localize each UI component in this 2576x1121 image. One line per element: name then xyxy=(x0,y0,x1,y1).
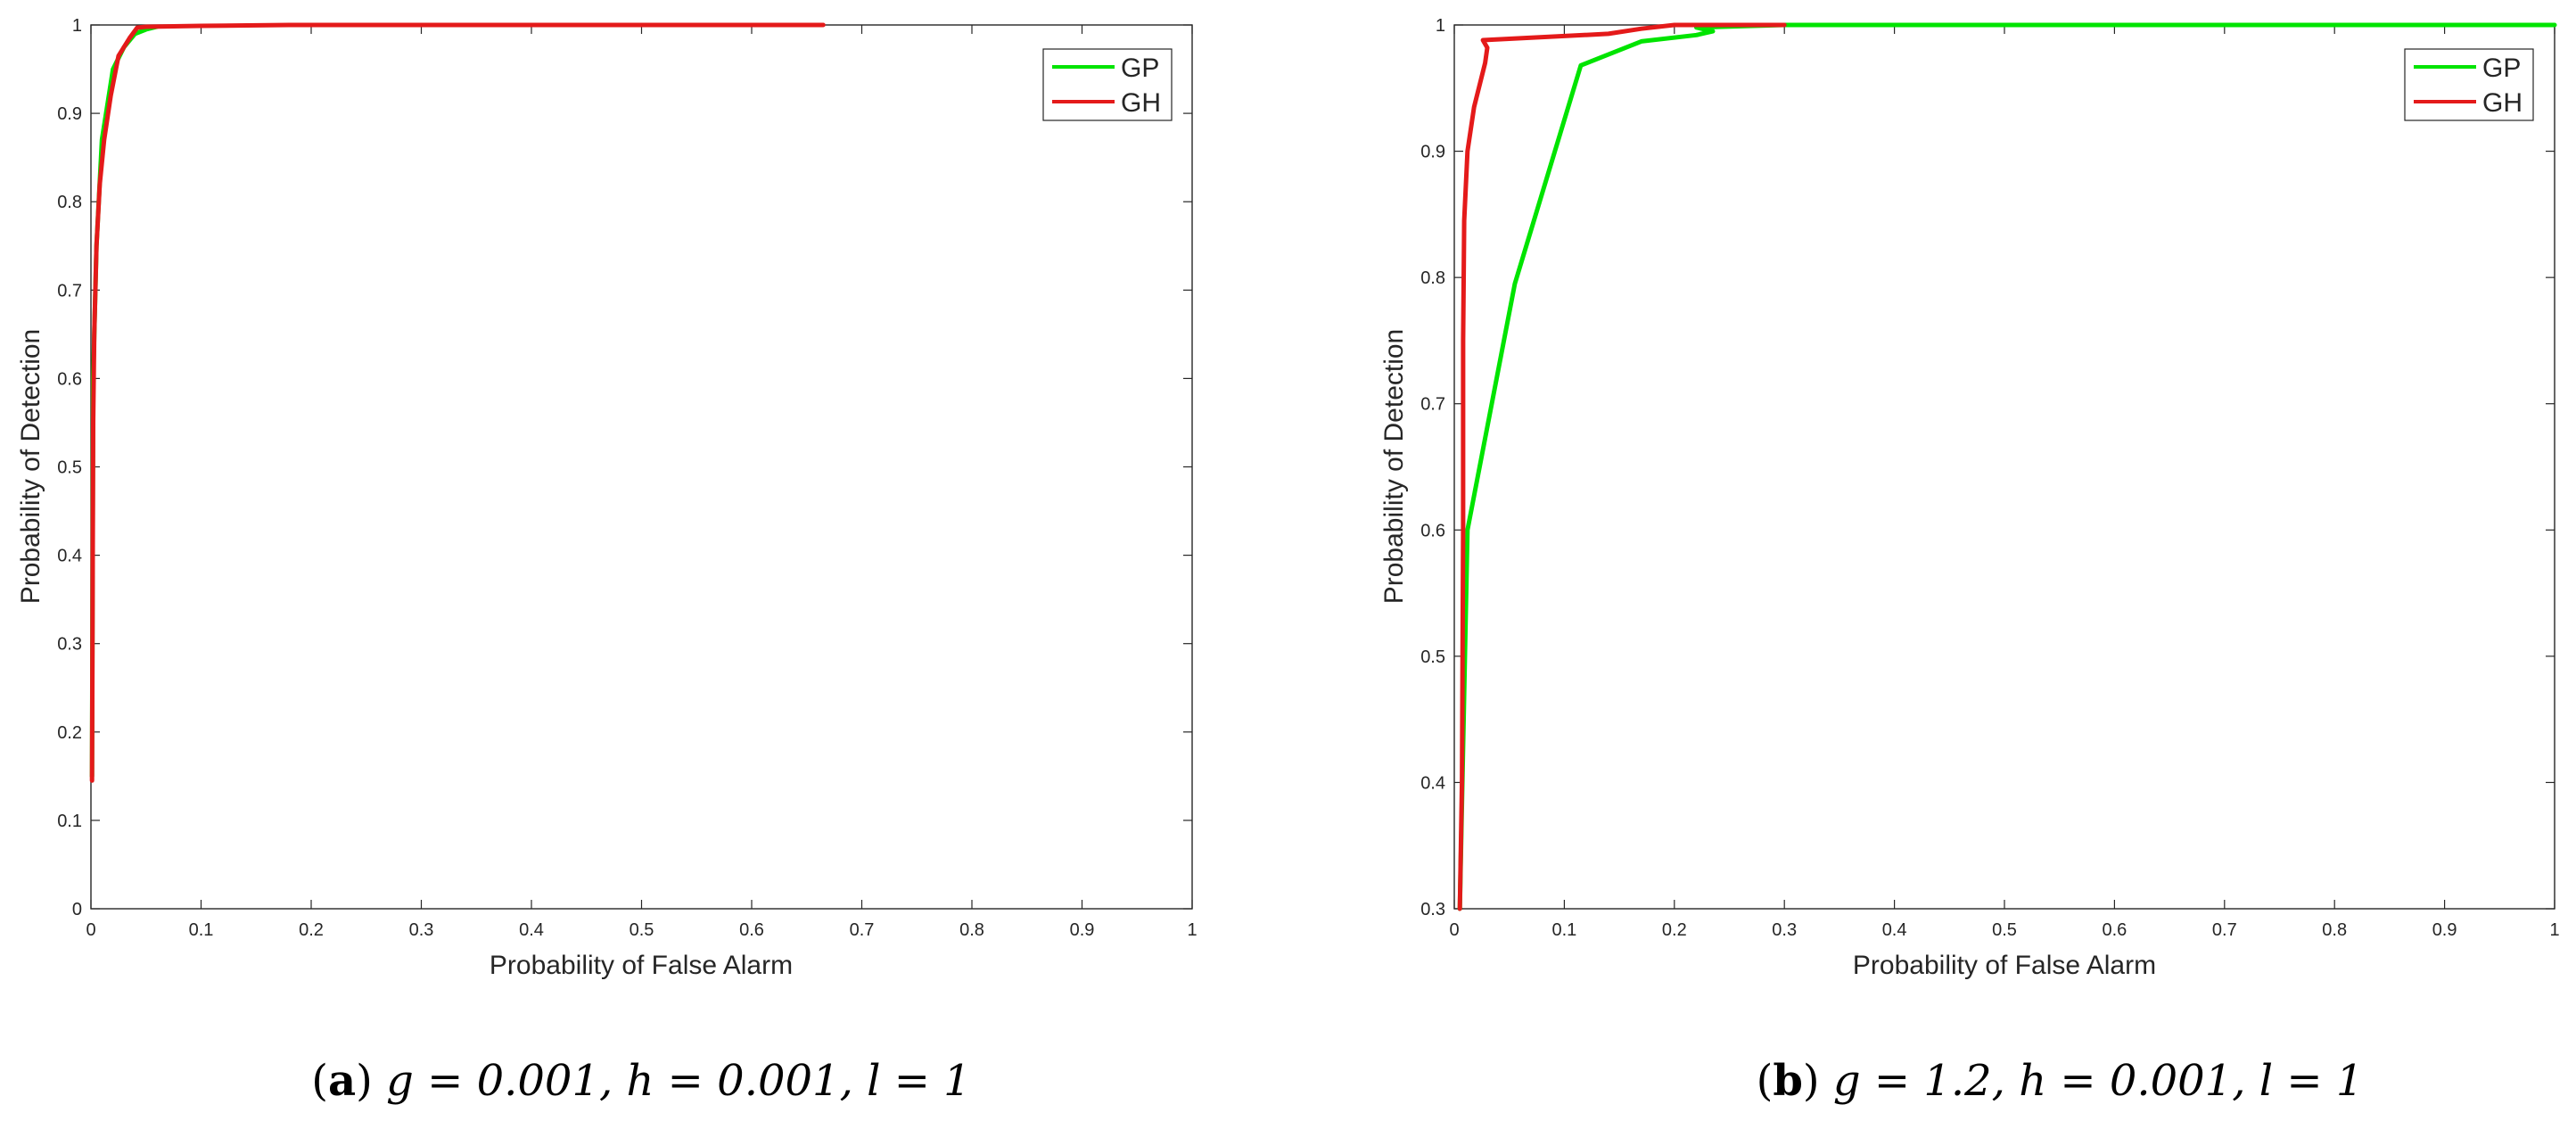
panel-b-legend: GP GH xyxy=(2404,48,2534,121)
panel-b-series xyxy=(1457,22,2557,911)
panel-b-x-tick-label: 0.4 xyxy=(1882,920,1907,940)
panel-a-x-tick-label: 0.4 xyxy=(519,920,544,940)
panel-b-x-tick-label: 1 xyxy=(2549,920,2559,940)
panel-b-x-tick-label: 0.3 xyxy=(1772,920,1797,940)
panel-a-y-tick-label: 0.4 xyxy=(57,547,82,566)
panel-b-caption-text: g = 1.2, h = 0.001, l = 1 xyxy=(1833,1056,2364,1106)
panel-a-caption: (a) g = 0.001, h = 0.001, l = 1 xyxy=(311,1056,970,1106)
panel-a-caption-letter: a xyxy=(328,1056,356,1106)
panel-b-y-tick-label: 0.9 xyxy=(1420,143,1445,162)
panel-b-legend-box xyxy=(2404,48,2534,121)
panel-b-caption: (b) g = 1.2, h = 0.001, l = 1 xyxy=(1757,1056,2364,1106)
panel-b-x-tick-label: 0.8 xyxy=(2322,920,2347,940)
panel-b-y-tick-label: 0.4 xyxy=(1420,773,1445,793)
panel-b-series-gh-line xyxy=(1457,22,1787,911)
panel-b-legend-label-gh: GH xyxy=(2482,88,2523,118)
panel-b-y-tick-label: 1 xyxy=(1436,16,1445,36)
panel-a-ticks: 0 0.1 0.2 0.3 0.4 0.5 0.6 0.7 0.8 0.9 1 0 0.1 0.2 0.3 0… xyxy=(57,16,1197,940)
panel-a-y-tick-label: 0.7 xyxy=(57,281,82,301)
panel-a-series-gh-line xyxy=(89,22,826,783)
panel-a-x-tick-label: 0.9 xyxy=(1070,920,1095,940)
panel-b-plot-frame xyxy=(1453,24,2555,910)
panel-b-x-axis-label: Probability of False Alarm xyxy=(1853,951,2156,980)
panel-a-x-tick-label: 0.2 xyxy=(299,920,324,940)
panel-a-x-tick-label: 0.3 xyxy=(409,920,434,940)
panel-a-y-tick-label: 0.1 xyxy=(57,812,82,831)
panel-a: 0 0.1 0.2 0.3 0.4 0.5 0.6 0.7 0.8 0.9 1 0 0.1 0.2 0.3 0… xyxy=(16,16,1197,1106)
panel-a-y-axis-label: Probability of Detection xyxy=(16,329,45,605)
panel-a-x-tick-label: 0.8 xyxy=(959,920,984,940)
panel-a-y-tick-label: 0.9 xyxy=(57,104,82,124)
panel-b-x-tick-label: 0 xyxy=(1449,920,1459,940)
panel-b-x-tick-label: 0.1 xyxy=(1551,920,1576,940)
panel-a-legend-label-gp: GP xyxy=(1121,54,1159,83)
panel-b-x-tick-label: 0.2 xyxy=(1662,920,1687,940)
panel-b-x-tick-label: 0.9 xyxy=(2432,920,2457,940)
panel-a-x-tick-label: 0.7 xyxy=(850,920,875,940)
panel-b-y-tick-label: 0.3 xyxy=(1420,900,1445,919)
panel-a-y-tick-label: 0.5 xyxy=(57,458,82,478)
panel-a-plot-frame xyxy=(90,24,1193,910)
panel-a-series xyxy=(89,22,826,783)
panel-b-y-tick-label: 0.8 xyxy=(1420,268,1445,288)
panel-b-x-tick-label: 0.5 xyxy=(1992,920,2017,940)
panel-a-series-gp-line xyxy=(89,24,160,779)
panel-b-y-tick-label: 0.7 xyxy=(1420,395,1445,415)
panel-a-y-tick-label: 0.8 xyxy=(57,193,82,212)
panel-a-legend-box xyxy=(1042,48,1173,121)
panel-a-y-tick-label: 0 xyxy=(72,900,82,919)
panel-a-x-tick-label: 0.6 xyxy=(739,920,764,940)
panel-a-x-tick-label: 0 xyxy=(86,920,95,940)
panel-a-y-tick-label: 1 xyxy=(72,16,82,36)
panel-b-series-gp-line xyxy=(1457,22,2557,911)
panel-a-caption-text: g = 0.001, h = 0.001, l = 1 xyxy=(386,1056,971,1106)
panel-a-y-tick-label: 0.2 xyxy=(57,723,82,743)
panel-b-x-tick-label: 0.7 xyxy=(2212,920,2237,940)
panel-b-ticks: 0 0.1 0.2 0.3 0.4 0.5 0.6 0.7 0.8 0.9 1 0.3 0.4 0.5 0.… xyxy=(1420,16,2559,940)
panel-a-x-tick-label: 1 xyxy=(1187,920,1197,940)
panel-a-legend-label-gh: GH xyxy=(1121,88,1161,118)
panel-a-x-tick-label: 0.1 xyxy=(189,920,214,940)
panel-b-y-tick-label: 0.6 xyxy=(1420,521,1445,540)
panel-a-y-tick-label: 0.6 xyxy=(57,369,82,389)
panel-b-y-axis-label: Probability of Detection xyxy=(1379,329,1409,605)
panel-a-x-axis-label: Probability of False Alarm xyxy=(490,951,793,980)
panel-b-y-tick-label: 0.5 xyxy=(1420,647,1445,667)
panel-b-legend-label-gp: GP xyxy=(2482,54,2521,83)
panel-a-x-tick-label: 0.5 xyxy=(630,920,654,940)
panel-a-y-tick-label: 0.3 xyxy=(57,635,82,655)
panel-b: 0 0.1 0.2 0.3 0.4 0.5 0.6 0.7 0.8 0.9 1 0.3 0.4 0.5 0.… xyxy=(1379,16,2560,1106)
panel-b-caption-letter: b xyxy=(1773,1056,1803,1106)
panel-a-legend: GP GH xyxy=(1042,48,1173,121)
panel-b-x-tick-label: 0.6 xyxy=(2102,920,2127,940)
